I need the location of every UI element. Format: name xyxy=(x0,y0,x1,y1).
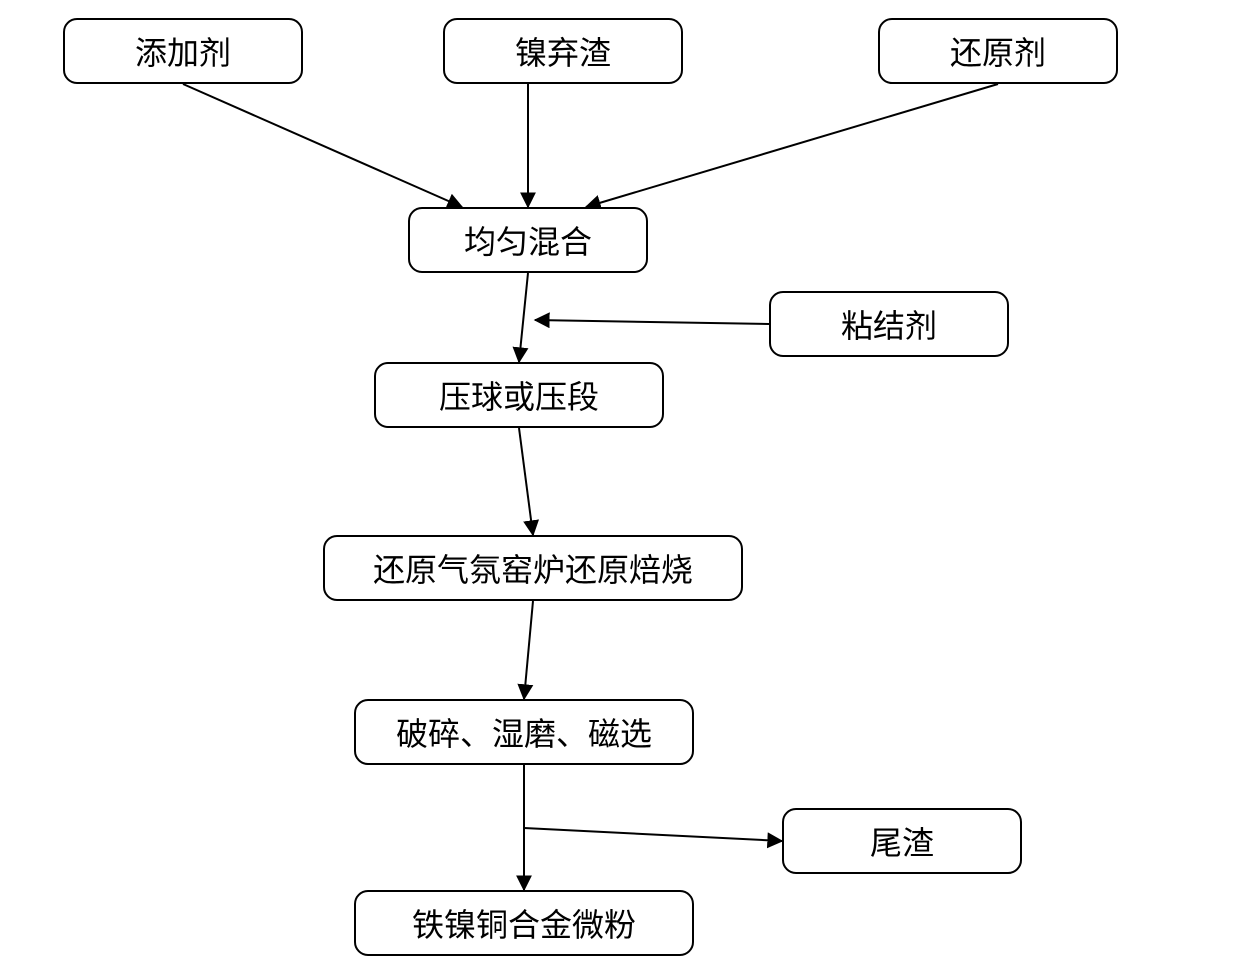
edge xyxy=(524,601,533,699)
node-label: 添加剂 xyxy=(135,28,231,74)
node-label: 铁镍铜合金微粉 xyxy=(412,900,636,946)
edge xyxy=(535,320,769,324)
edge xyxy=(586,84,998,207)
edge xyxy=(519,428,533,535)
node-reductant: 还原剂 xyxy=(878,18,1118,84)
node-label: 还原剂 xyxy=(950,28,1046,74)
node-label: 压球或压段 xyxy=(439,372,599,418)
edge-layer xyxy=(0,0,1240,959)
node-roast: 还原气氛窑炉还原焙烧 xyxy=(323,535,743,601)
node-tailings: 尾渣 xyxy=(782,808,1022,874)
node-label: 尾渣 xyxy=(870,818,934,864)
node-binder: 粘结剂 xyxy=(769,291,1009,357)
node-press: 压球或压段 xyxy=(374,362,664,428)
edge xyxy=(524,828,782,841)
node-label: 均匀混合 xyxy=(464,217,592,263)
node-label: 镍弃渣 xyxy=(515,28,611,74)
node-nickel: 镍弃渣 xyxy=(443,18,683,84)
edge xyxy=(183,84,462,207)
node-additive: 添加剂 xyxy=(63,18,303,84)
node-label: 破碎、湿磨、磁选 xyxy=(396,709,652,755)
edge xyxy=(519,273,528,362)
node-label: 粘结剂 xyxy=(841,301,937,347)
node-label: 还原气氛窑炉还原焙烧 xyxy=(373,545,693,591)
node-mix: 均匀混合 xyxy=(408,207,648,273)
node-mag: 破碎、湿磨、磁选 xyxy=(354,699,694,765)
node-powder: 铁镍铜合金微粉 xyxy=(354,890,694,956)
